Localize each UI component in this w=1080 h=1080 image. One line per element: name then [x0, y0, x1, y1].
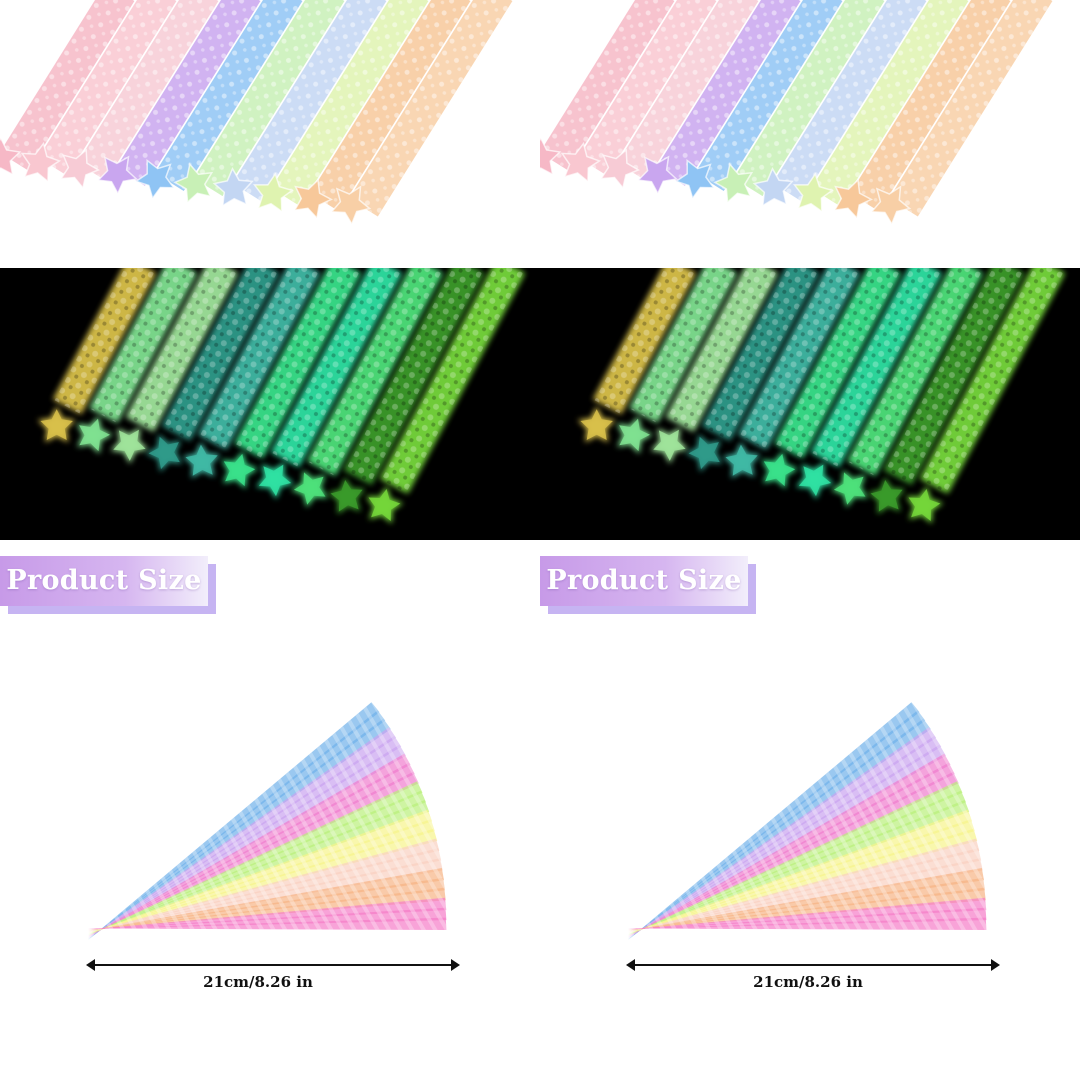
paper-star	[173, 162, 214, 204]
paper-strip	[38, 0, 177, 176]
fan-strips-photo-right	[540, 640, 1080, 970]
paper-star	[752, 167, 794, 207]
paper-star	[0, 136, 22, 176]
glow-strips-svg-right	[577, 268, 1066, 524]
paper-star	[96, 155, 139, 196]
paper-strip	[811, 0, 969, 207]
paper-strip	[77, 0, 219, 181]
paper-strip	[348, 0, 513, 217]
paper-star	[713, 162, 754, 204]
paper-star	[212, 167, 254, 207]
glow-strip	[774, 268, 902, 459]
paper-star	[560, 141, 602, 183]
fan-strips-svg-left	[88, 702, 447, 940]
paper-strip	[656, 0, 801, 186]
paper-star	[833, 178, 873, 220]
paper-star	[792, 172, 834, 213]
product-size-label-left: Product Size	[6, 565, 202, 596]
paper-strip	[888, 0, 1053, 217]
paper-star	[540, 136, 562, 176]
glow-strip	[738, 268, 861, 450]
glow-strip	[701, 268, 820, 441]
paper-strip	[271, 0, 429, 207]
glow-strip	[665, 268, 779, 432]
pastel-strips-photo-left	[0, 0, 540, 268]
glow-strip	[52, 268, 157, 415]
paper-strip	[0, 0, 135, 171]
paper-strip	[154, 0, 303, 192]
glow-strip	[847, 268, 984, 477]
glow-strip	[592, 268, 697, 415]
paper-strip	[772, 0, 927, 202]
paper-star	[134, 158, 176, 200]
glow-strip	[125, 268, 239, 432]
fan-strips-svg-right	[628, 702, 987, 940]
glow-strip	[919, 268, 1066, 494]
pastel-strips-photo-right	[540, 0, 1080, 268]
glow-strip	[198, 268, 321, 450]
glow-strip	[629, 268, 738, 424]
glow-strips-photo-left	[0, 268, 540, 540]
paper-star	[330, 185, 372, 226]
paper-strip	[116, 0, 261, 186]
paper-strip	[694, 0, 843, 192]
paper-star	[293, 178, 333, 220]
paper-star	[20, 141, 62, 183]
glow-strip	[379, 268, 526, 494]
glow-strip	[270, 268, 403, 468]
glow-strips-svg-left	[37, 268, 526, 524]
paper-star	[870, 185, 912, 226]
paper-strip	[540, 0, 675, 171]
pastel-strips-svg-left	[0, 0, 513, 226]
glow-strip	[343, 268, 485, 485]
paper-strip	[617, 0, 759, 181]
product-size-banner-left: Product Size	[0, 556, 216, 614]
pastel-strips-svg-right	[540, 0, 1053, 226]
dimension-label-left: 21cm/8.26 in	[203, 973, 313, 991]
paper-strip	[232, 0, 387, 202]
glow-strip	[161, 268, 280, 441]
glow-strips-photo-right	[540, 268, 1080, 540]
product-size-label-right: Product Size	[546, 565, 742, 596]
paper-star	[59, 148, 100, 190]
paper-strip	[578, 0, 717, 176]
paper-star	[599, 148, 640, 190]
glow-strip	[883, 268, 1025, 485]
glow-strip	[307, 268, 444, 477]
dimension-label-right: 21cm/8.26 in	[753, 973, 863, 991]
paper-strip	[733, 0, 885, 197]
dimension-arrow-right	[626, 959, 1000, 971]
dimension-arrow-left	[86, 959, 460, 971]
paper-strip	[850, 0, 1011, 212]
glow-strip	[89, 268, 198, 424]
product-size-banner-right: Product Size	[540, 556, 756, 614]
glow-strip	[810, 268, 943, 468]
glow-strip	[234, 268, 362, 459]
fan-strips-photo-left	[0, 640, 540, 970]
paper-star	[674, 158, 716, 200]
paper-strip	[193, 0, 345, 197]
paper-star	[252, 172, 294, 213]
paper-star	[636, 155, 679, 196]
paper-strip	[310, 0, 471, 212]
